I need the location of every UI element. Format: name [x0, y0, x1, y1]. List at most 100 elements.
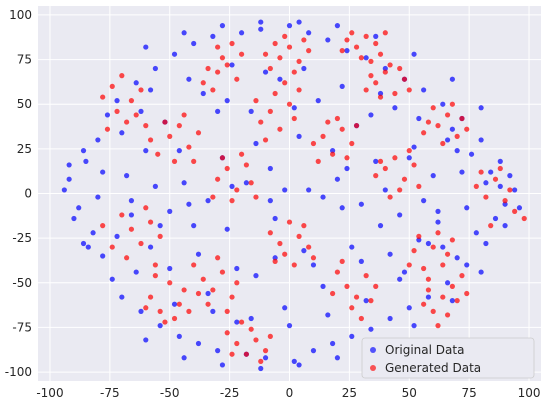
original-data-point: [363, 298, 369, 304]
x-tick-label: -50: [160, 386, 180, 400]
generated-data-point: [363, 87, 369, 93]
generated-data-point: [267, 333, 273, 339]
original-data-point: [363, 55, 369, 61]
generated-data-point: [492, 176, 499, 182]
generated-data-point: [210, 287, 216, 293]
generated-data-point: [358, 315, 364, 322]
original-data-point: [191, 40, 197, 47]
data-points: [61, 19, 527, 372]
original-data-point: [80, 148, 87, 154]
original-data-point: [411, 144, 417, 150]
original-data-point: [492, 215, 499, 222]
generated-data-point: [219, 269, 226, 275]
original-data-point: [224, 226, 230, 232]
generated-data-point: [215, 176, 221, 182]
y-tick-label: 50: [17, 97, 32, 111]
generated-data-point: [291, 69, 297, 75]
generated-data-point: [262, 51, 269, 57]
original-data-point: [124, 173, 130, 179]
generated-data-point: [191, 262, 197, 268]
original-data-point: [358, 201, 364, 207]
generated-data-point: [109, 244, 115, 250]
generated-data-point: [215, 255, 221, 261]
generated-data-point: [358, 55, 364, 61]
original-data-point: [243, 180, 249, 186]
generated-data-point: [258, 358, 264, 364]
original-data-point: [229, 183, 235, 189]
original-data-point: [411, 51, 417, 57]
generated-data-point: [425, 287, 432, 293]
original-data-point: [387, 315, 393, 322]
generated-data-point: [124, 255, 130, 261]
generated-data-point: [392, 155, 398, 161]
generated-data-point: [416, 233, 422, 239]
generated-data-point: [459, 115, 465, 122]
original-data-point: [85, 244, 91, 250]
original-data-point: [171, 301, 178, 307]
generated-data-point: [339, 258, 345, 264]
generated-data-point: [421, 301, 427, 307]
generated-data-point: [162, 119, 168, 125]
original-data-point: [339, 83, 345, 89]
original-data-point: [143, 337, 149, 343]
original-data-point: [119, 130, 125, 136]
generated-data-point: [200, 80, 206, 86]
generated-data-point: [387, 62, 393, 68]
generated-data-point: [377, 94, 384, 100]
generated-data-point: [176, 301, 182, 307]
original-data-point: [464, 205, 470, 211]
original-data-point: [406, 305, 412, 311]
original-data-point: [229, 62, 235, 68]
y-tick-label: -50: [12, 276, 32, 290]
generated-data-point: [229, 40, 235, 47]
original-data-point: [238, 30, 245, 36]
original-data-point: [219, 362, 226, 368]
legend-marker-generated: [370, 365, 376, 371]
original-data-point: [349, 244, 355, 250]
y-tick-label: 75: [17, 53, 32, 67]
generated-data-point: [286, 101, 293, 107]
original-data-point: [344, 48, 350, 54]
original-data-point: [258, 26, 264, 32]
generated-data-point: [296, 58, 302, 64]
legend-label-generated: Generated Data: [385, 361, 481, 375]
y-tick-label: -100: [5, 365, 32, 379]
original-data-point: [195, 340, 202, 347]
generated-data-point: [349, 140, 355, 147]
original-data-point: [377, 90, 384, 97]
generated-data-point: [373, 173, 379, 179]
original-data-point: [267, 165, 273, 172]
generated-data-point: [330, 290, 336, 297]
generated-data-point: [435, 123, 441, 129]
original-data-point: [248, 108, 254, 114]
generated-data-point: [267, 65, 273, 72]
original-data-point: [344, 165, 350, 172]
generated-data-point: [473, 183, 479, 189]
generated-data-point: [291, 262, 297, 268]
original-data-point: [66, 162, 72, 168]
original-data-point: [152, 183, 158, 189]
generated-data-point: [128, 98, 135, 104]
generated-data-point: [210, 87, 216, 93]
generated-data-point: [104, 126, 111, 132]
original-data-point: [454, 255, 460, 261]
original-data-point: [301, 65, 307, 72]
generated-data-point: [315, 158, 321, 164]
original-data-point: [291, 358, 297, 364]
original-data-point: [100, 169, 106, 175]
generated-data-point: [267, 230, 273, 236]
generated-data-point: [155, 151, 161, 157]
original-data-point: [258, 365, 264, 372]
generated-data-point: [186, 144, 192, 150]
original-data-point: [512, 187, 518, 193]
generated-data-point: [430, 244, 436, 250]
original-data-point: [195, 251, 202, 257]
original-data-point: [444, 280, 451, 286]
generated-data-point: [277, 240, 283, 247]
generated-data-point: [181, 287, 187, 293]
generated-data-point: [373, 40, 379, 47]
generated-data-point: [210, 194, 216, 200]
generated-data-point: [143, 123, 149, 129]
original-data-point: [449, 298, 455, 304]
original-data-point: [224, 98, 230, 104]
